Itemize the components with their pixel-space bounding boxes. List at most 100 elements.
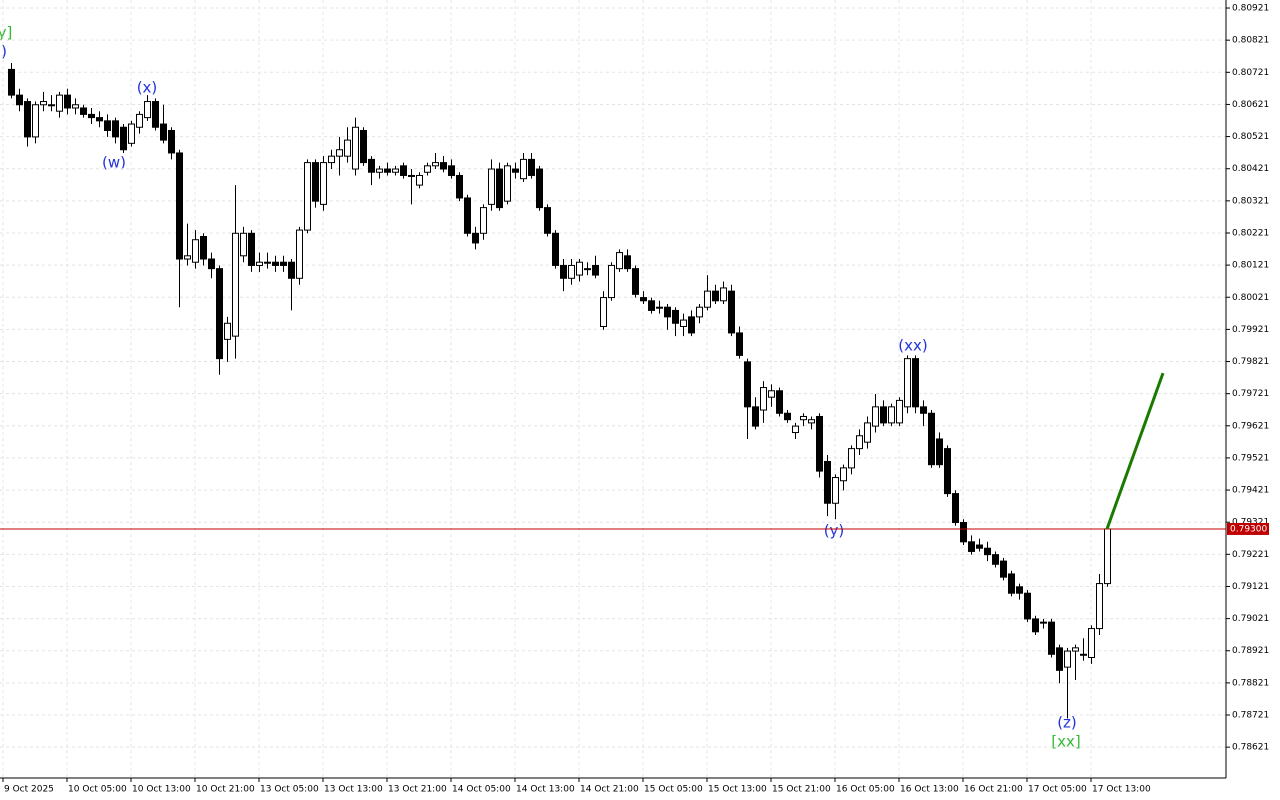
- y-tick-label: 0.78721: [1232, 711, 1269, 721]
- candle-body: [472, 232, 479, 244]
- candle-body: [904, 358, 911, 408]
- candle-body: [736, 332, 743, 356]
- candle-body: [816, 415, 823, 472]
- x-tick-label: 13 Oct 13:00: [324, 785, 383, 795]
- candle-body: [336, 149, 343, 157]
- candle-body: [1104, 528, 1111, 585]
- candle-body: [296, 229, 303, 279]
- price-tag: [1227, 522, 1269, 535]
- y-tick-label: 0.79221: [1232, 550, 1269, 560]
- candle-body: [1024, 592, 1031, 620]
- candle-body: [48, 104, 55, 107]
- candle-body: [1056, 647, 1063, 671]
- candle-body: [1008, 573, 1015, 594]
- y-tick-label: 0.79821: [1232, 357, 1269, 367]
- candle-body: [288, 261, 295, 279]
- candle-body: [40, 101, 47, 106]
- candle-body: [664, 306, 671, 318]
- candle-body: [672, 309, 679, 324]
- candle-body: [456, 174, 463, 199]
- candle-body: [1016, 586, 1023, 594]
- y-tick-label: 0.79721: [1232, 389, 1269, 399]
- y-tick-label: 0.79521: [1232, 453, 1269, 463]
- candle-body: [64, 94, 71, 109]
- candle-body: [872, 406, 879, 427]
- candle-body: [968, 541, 975, 552]
- candle-body: [896, 399, 903, 424]
- candle-body: [512, 168, 519, 173]
- candle-body: [424, 165, 431, 173]
- candle-body: [824, 460, 831, 504]
- y-tick-label: 0.80121: [1232, 261, 1269, 271]
- candle-body: [544, 207, 551, 234]
- candle-body: [976, 544, 983, 549]
- y-tick-label: 0.80021: [1232, 293, 1269, 303]
- candle-body: [280, 261, 287, 266]
- candle-body: [552, 232, 559, 266]
- candle-body: [600, 297, 607, 327]
- candle-body: [720, 287, 727, 302]
- candle-body: [168, 129, 175, 154]
- candle-body: [504, 165, 511, 202]
- candle-body: [144, 101, 151, 119]
- x-tick-label: 16 Oct 05:00: [836, 785, 895, 795]
- x-tick-label: 17 Oct 13:00: [1092, 785, 1151, 795]
- candle-body: [344, 139, 351, 157]
- candle-body: [624, 255, 631, 270]
- candle-body: [1000, 560, 1007, 578]
- y-tick-label: 0.79421: [1232, 486, 1269, 496]
- candle-body: [688, 316, 695, 334]
- x-tick-label: 16 Oct 13:00: [900, 785, 959, 795]
- candle-body: [176, 152, 183, 260]
- candle-body: [560, 264, 567, 279]
- candle-body: [408, 174, 415, 177]
- candle-body: [256, 261, 263, 266]
- candle-body: [712, 290, 719, 302]
- candle-body: [480, 207, 487, 234]
- candle-body: [24, 101, 31, 138]
- candle-body: [768, 390, 775, 398]
- candle-body: [32, 104, 39, 138]
- y-tick-label: 0.80321: [1232, 196, 1269, 206]
- y-tick-label: 0.78621: [1232, 743, 1269, 753]
- candle-body: [848, 448, 855, 469]
- candle-body: [1032, 618, 1039, 633]
- candle-body: [160, 123, 167, 141]
- candle-body: [152, 101, 159, 128]
- x-tick-label: 13 Oct 05:00: [260, 785, 319, 795]
- candle-body: [840, 467, 847, 482]
- candle-body: [360, 129, 367, 164]
- x-tick-label: 15 Oct 05:00: [644, 785, 703, 795]
- candle-body: [16, 94, 23, 106]
- y-tick-label: 0.79121: [1232, 582, 1269, 592]
- candle-body: [496, 168, 503, 209]
- candle-body: [192, 239, 199, 263]
- candle-body: [1072, 647, 1079, 652]
- y-tick-label: 0.80521: [1232, 132, 1269, 142]
- candle-body: [272, 261, 279, 266]
- wave-label: (xx): [898, 337, 927, 355]
- candle-body: [656, 306, 663, 309]
- candle-body: [920, 406, 927, 414]
- y-tick-label: 0.80921: [1232, 4, 1269, 14]
- wave-label: (w): [102, 154, 126, 172]
- candle-body: [864, 422, 871, 443]
- candle-body: [728, 290, 735, 334]
- candle-body: [232, 232, 239, 337]
- y-tick-label: 0.78921: [1232, 646, 1269, 656]
- y-tick-label: 0.78821: [1232, 678, 1269, 688]
- y-tick-label: 0.79021: [1232, 614, 1269, 624]
- candle-body: [800, 415, 807, 421]
- candle-body: [608, 264, 615, 299]
- candle-body: [952, 493, 959, 524]
- candle-body: [744, 361, 751, 408]
- candle-body: [96, 117, 103, 122]
- candle-body: [312, 162, 319, 202]
- candle-body: [912, 358, 919, 408]
- x-tick-label: 17 Oct 05:00: [1028, 785, 1087, 795]
- forecast-line: [1105, 372, 1165, 530]
- candle-body: [752, 406, 759, 427]
- candle-body: [928, 412, 935, 466]
- candle-body: [448, 165, 455, 176]
